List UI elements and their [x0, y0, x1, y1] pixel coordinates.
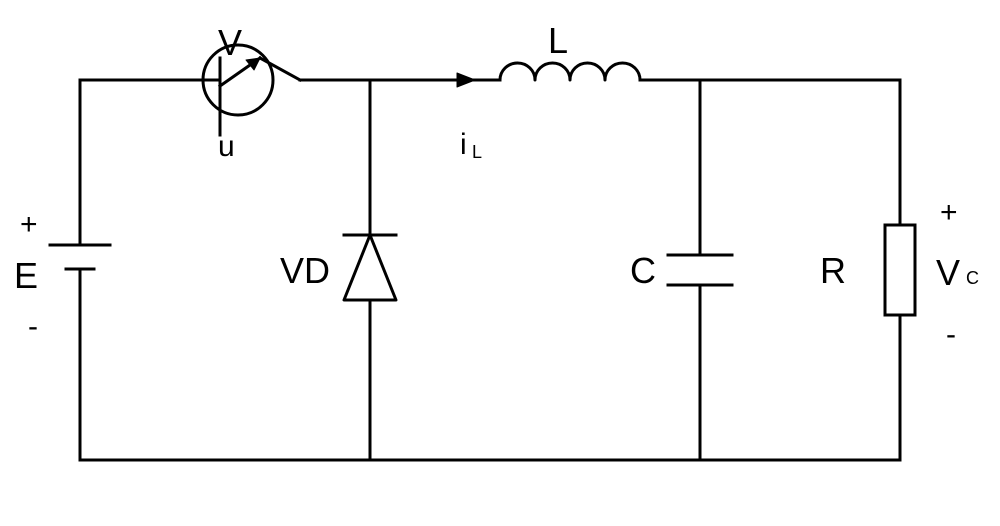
circuit-diagram: +E-VuVDLiLCR+VC-	[0, 0, 1000, 526]
circuit-svg	[0, 0, 1000, 526]
